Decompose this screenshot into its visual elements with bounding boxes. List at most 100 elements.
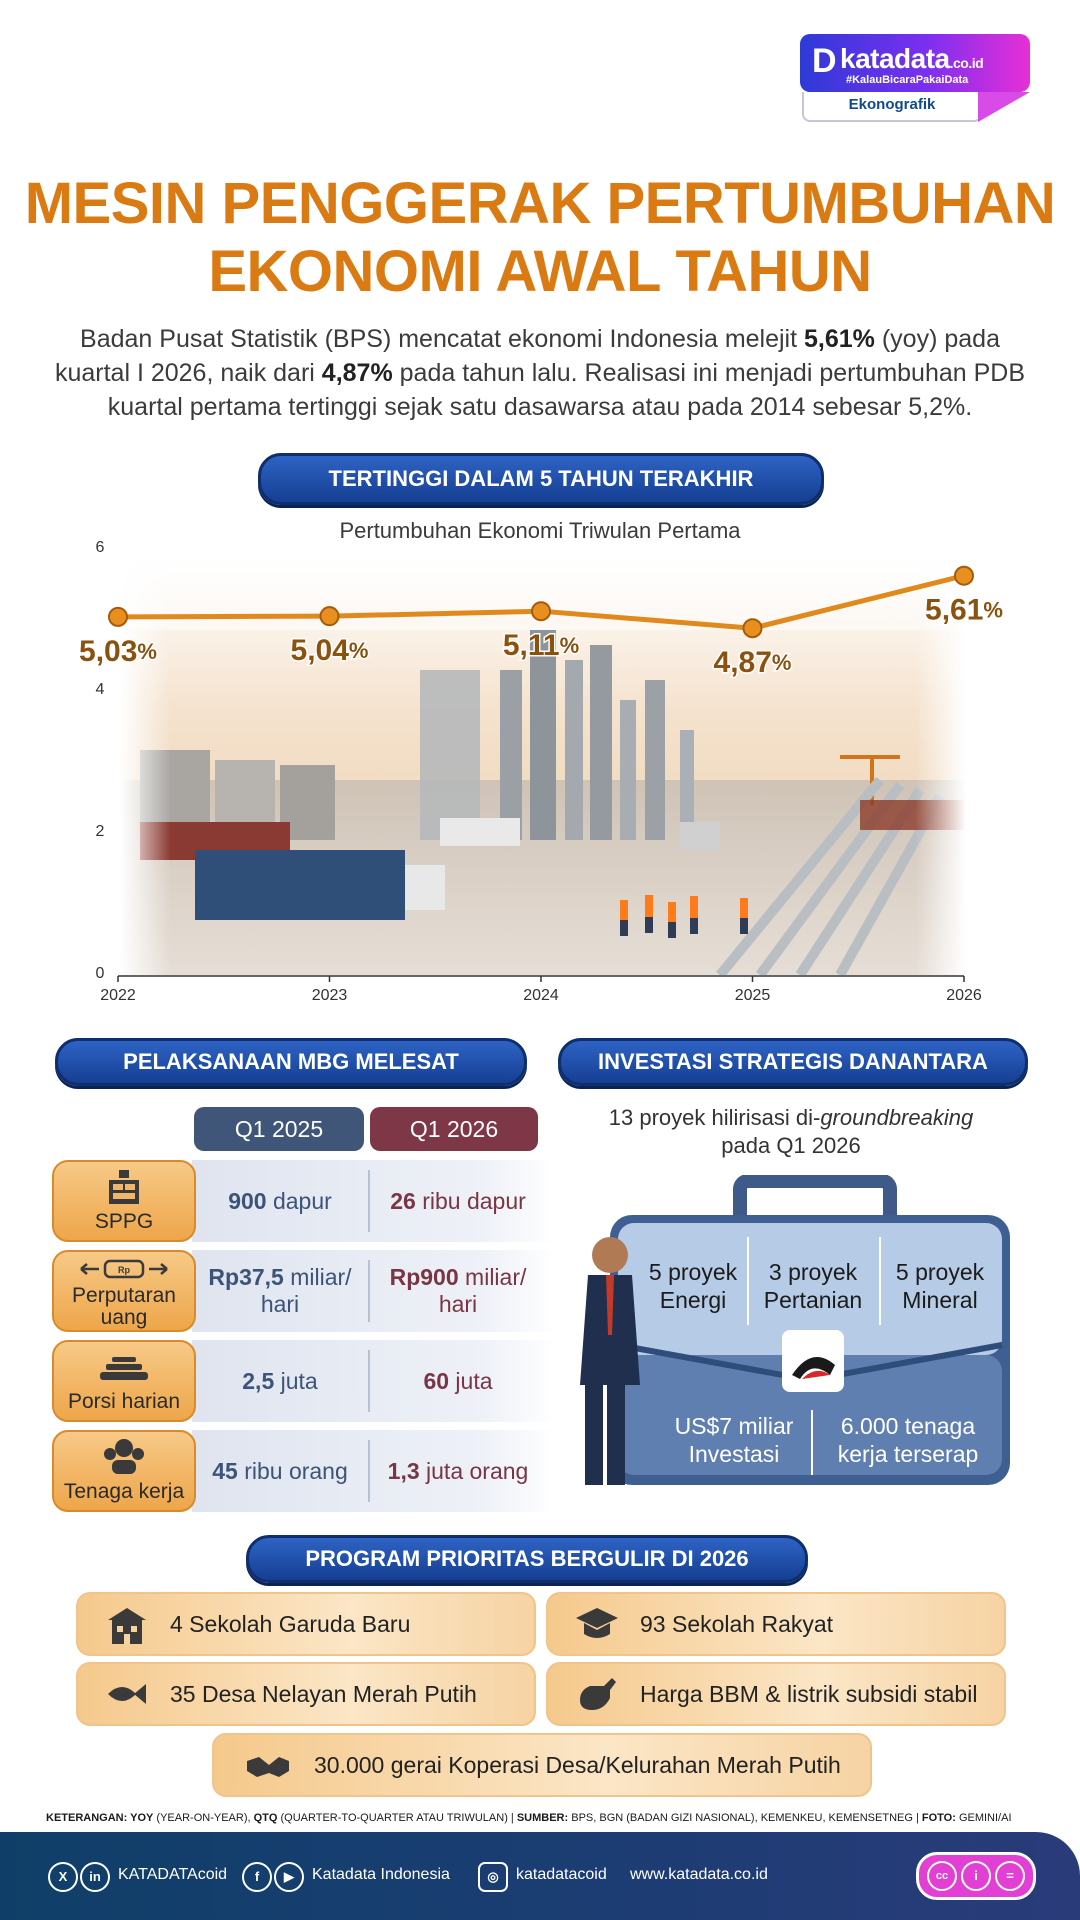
intro-text-3: pada tahun lalu. Realisasi ini menjadi p… bbox=[107, 359, 1026, 421]
data-label: 4,87% bbox=[714, 646, 792, 679]
program-text: 93 Sekolah Rakyat bbox=[640, 1611, 834, 1637]
value-number: 26 bbox=[390, 1187, 416, 1214]
chart-title: Pertumbuhan Ekonomi Triwulan Pertama bbox=[339, 520, 741, 543]
svg-text:Rp: Rp bbox=[118, 1265, 130, 1275]
investment-value: US$7 miliar Investasi bbox=[674, 1413, 794, 1467]
program-item: Harga BBM & listrik subsidi stabil bbox=[546, 1662, 1006, 1726]
value-q1-2026: 1,3 juta orang bbox=[370, 1430, 546, 1512]
note-key: FOTO: bbox=[921, 1812, 956, 1824]
cc-icon: cc bbox=[927, 1861, 957, 1891]
x-tick-label: 2025 bbox=[735, 987, 771, 1004]
youtube-icon[interactable]: ▶ bbox=[274, 1862, 304, 1892]
y-tick-label: 6 bbox=[96, 539, 105, 556]
note-key: SUMBER: bbox=[516, 1812, 569, 1824]
y-tick-label: 2 bbox=[96, 823, 105, 840]
x-tick-label: 2024 bbox=[523, 987, 559, 1004]
project-pertanian: 3 proyek Pertanian bbox=[763, 1259, 863, 1313]
note-text: (YEAR-ON-YEAR), bbox=[153, 1812, 254, 1824]
danantara-subtitle: 13 proyek hilirisasi di-groundbreaking p… bbox=[556, 1104, 1026, 1160]
program-text: 30.000 gerai Koperasi Desa/Kelurahan Mer… bbox=[314, 1752, 841, 1778]
program-text: Harga BBM & listrik subsidi stabil bbox=[640, 1681, 978, 1707]
subtitle-emphasis: groundbreaking bbox=[820, 1105, 974, 1130]
footnote: KETERANGAN: YOY (YEAR-ON-YEAR), QTQ (QUA… bbox=[46, 1812, 1046, 1824]
kitchen-icon bbox=[109, 1170, 139, 1204]
value-q1-2026: Rp900 miliar/ hari bbox=[370, 1250, 546, 1332]
chart-series: 5,03% 5,04% 5,11% 4,87% 5,61% bbox=[78, 565, 1004, 681]
intro-bold-1: 5,61% bbox=[804, 325, 875, 353]
data-label: 5,03% bbox=[79, 635, 157, 668]
note-text: BPS, BGN (BADAN GIZI NASIONAL), KEMENKEU… bbox=[568, 1812, 922, 1824]
mbg-header-q1-2026: Q1 2026 bbox=[370, 1107, 538, 1151]
school-building-icon bbox=[108, 1608, 146, 1644]
value-number: 45 bbox=[212, 1457, 238, 1484]
license-badge: cc i = bbox=[916, 1852, 1036, 1900]
program-item: 93 Sekolah Rakyat bbox=[546, 1592, 1006, 1656]
value-q1-2025: 900 dapur bbox=[192, 1160, 368, 1242]
x-axis: 2022 2023 2024 2025 2026 bbox=[100, 975, 982, 1004]
intro-text-1: Badan Pusat Statistik (BPS) mencatat eko… bbox=[80, 325, 805, 353]
y-tick-label: 4 bbox=[96, 681, 105, 698]
linkedin-icon[interactable]: in bbox=[80, 1862, 110, 1892]
industrial-scene-illustration bbox=[120, 560, 966, 975]
row-background bbox=[192, 1430, 556, 1512]
food-tray-icon bbox=[100, 1357, 148, 1380]
project-mineral: 5 proyek Mineral bbox=[895, 1259, 985, 1313]
katadata-logo: D katadata.co.id #KalauBicaraPakaiData E… bbox=[800, 34, 1030, 122]
value-unit: ribu dapur bbox=[415, 1187, 526, 1214]
data-label: 5,61% bbox=[925, 594, 1003, 627]
cell-divider bbox=[368, 1170, 370, 1232]
data-point bbox=[319, 606, 340, 627]
row-background bbox=[192, 1340, 556, 1422]
mbg-row-perputaran-uang: Rp Perputaran uang Rp37,5 miliar/ hari R… bbox=[52, 1250, 556, 1332]
value-number: Rp900 bbox=[389, 1264, 459, 1290]
cell-divider bbox=[368, 1440, 370, 1502]
value-unit: miliar/ hari bbox=[260, 1264, 352, 1317]
intro-paragraph: Badan Pusat Statistik (BPS) mencatat eko… bbox=[40, 322, 1040, 424]
x-handle[interactable]: KATADATAcoid bbox=[118, 1866, 228, 1883]
row-label-box: SPPG bbox=[52, 1160, 196, 1242]
page-title: MESIN PENGGERAK PERTUMBUHAN EKONOMI AWAL… bbox=[0, 170, 1080, 306]
value-unit: dapur bbox=[266, 1187, 332, 1214]
mbg-row-porsi-harian: Porsi harian 2,5 juta 60 juta bbox=[52, 1340, 556, 1422]
worker-group-icon bbox=[104, 1439, 144, 1474]
subtitle-line-2: pada Q1 2026 bbox=[721, 1133, 861, 1158]
instagram-handle[interactable]: katadatacoid bbox=[516, 1866, 607, 1883]
mbg-header-q1-2025: Q1 2025 bbox=[194, 1107, 364, 1151]
facebook-icon[interactable]: f bbox=[242, 1862, 272, 1892]
row-background bbox=[192, 1250, 556, 1332]
footer-bar bbox=[0, 1832, 1080, 1920]
instagram-icon[interactable]: ◎ bbox=[478, 1862, 508, 1892]
mbg-row-tenaga-kerja: Tenaga kerja 45 ribu orang 1,3 juta oran… bbox=[52, 1430, 556, 1512]
website-link[interactable]: www.katadata.co.id bbox=[630, 1866, 768, 1883]
project-energi: 5 proyek Energi bbox=[648, 1259, 738, 1313]
logo-mark: D bbox=[812, 42, 837, 80]
mbg-row-sppg: SPPG 900 dapur 26 ribu dapur bbox=[52, 1160, 556, 1242]
title-line-1: MESIN PENGGERAK PERTUMBUHAN bbox=[24, 171, 1056, 236]
value-q1-2025: 2,5 juta bbox=[192, 1340, 368, 1422]
program-item: 35 Desa Nelayan Merah Putih bbox=[76, 1662, 536, 1726]
note-key: KETERANGAN: YOY bbox=[46, 1812, 154, 1824]
data-point bbox=[108, 606, 128, 627]
facebook-name[interactable]: Katadata Indonesia bbox=[312, 1866, 450, 1883]
x-tick-label: 2023 bbox=[312, 987, 348, 1004]
value-unit: ribu orang bbox=[237, 1457, 348, 1484]
by-icon: i bbox=[961, 1861, 991, 1891]
cell-divider bbox=[368, 1260, 370, 1322]
row-label-box: Porsi harian bbox=[52, 1340, 196, 1422]
row-label-box: Rp Perputaran uang bbox=[52, 1250, 196, 1332]
jobs-absorbed: 6.000 tenaga kerja terserap bbox=[837, 1413, 979, 1467]
logo-brand: katadata.co.id bbox=[840, 43, 984, 75]
logo-triangle bbox=[978, 92, 1030, 122]
program-text: 35 Desa Nelayan Merah Putih bbox=[170, 1681, 477, 1707]
logo-suffix: .co.id bbox=[949, 55, 984, 71]
program-item: 30.000 gerai Koperasi Desa/Kelurahan Mer… bbox=[212, 1733, 872, 1797]
note-text: GEMINI/AI bbox=[955, 1812, 1012, 1824]
value-number: 900 bbox=[228, 1187, 267, 1214]
x-icon[interactable]: X bbox=[48, 1862, 78, 1892]
intro-text-2: (yoy) pada kuartal I 2026, naik dari bbox=[54, 325, 1000, 387]
data-point bbox=[954, 565, 974, 586]
logo-name: katadata bbox=[840, 43, 950, 74]
program-section-pill: PROGRAM PRIORITAS BERGULIR DI 2026 bbox=[246, 1535, 808, 1583]
x-tick-label: 2026 bbox=[946, 987, 982, 1004]
note-key: QTQ bbox=[253, 1812, 278, 1824]
